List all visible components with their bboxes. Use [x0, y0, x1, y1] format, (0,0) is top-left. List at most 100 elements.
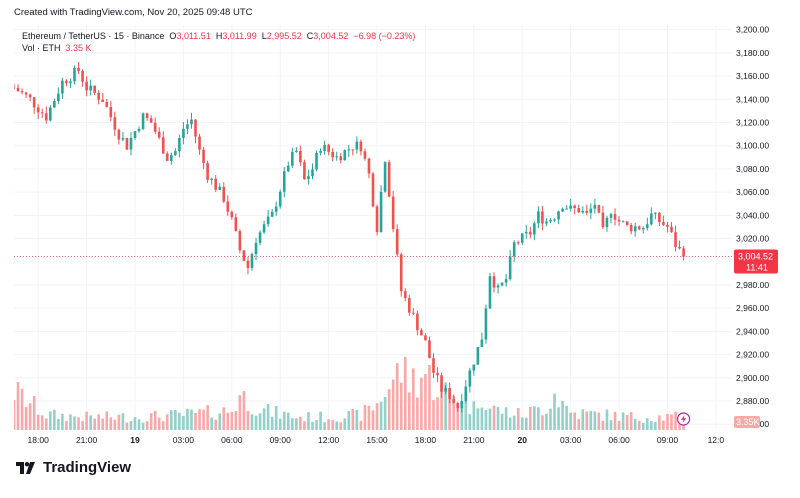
candle-body	[456, 402, 460, 409]
candle-body	[654, 212, 657, 214]
volume-bar	[57, 418, 60, 430]
volume-bar	[85, 411, 88, 430]
candle-body	[258, 232, 262, 243]
x-tick-label: 09:00	[270, 435, 292, 445]
volume-bar	[375, 403, 379, 430]
volume-bar	[44, 418, 48, 430]
volume-bar	[303, 421, 306, 430]
volume-bar	[496, 407, 500, 430]
volume-bar	[432, 400, 435, 430]
lightning-button[interactable]	[676, 412, 691, 426]
candle-body	[468, 370, 472, 387]
candle-body	[117, 129, 121, 140]
candle-body	[496, 285, 500, 288]
volume-bar	[222, 407, 226, 430]
candle-body	[85, 81, 88, 91]
candle-body	[440, 375, 443, 392]
candle-body	[460, 400, 464, 409]
symbol-name: Ethereum / TetherUS · 15 · Binance	[22, 31, 165, 41]
volume-bar	[97, 414, 101, 430]
volume-bar	[464, 396, 468, 430]
candle-body	[299, 150, 302, 163]
candle-body	[16, 87, 20, 92]
candle-body	[541, 211, 544, 224]
x-tick-label: 12:0	[708, 435, 725, 445]
volume-bar	[270, 416, 274, 430]
volume-bar	[395, 363, 399, 430]
candlestick-chart[interactable]: 3,200.00 3,180.00 3,160.00 3,140.00 3,120.00…	[14, 25, 784, 445]
candle-body	[339, 156, 343, 161]
volume-bar	[456, 403, 460, 430]
candle-body	[524, 231, 528, 234]
volume-bar	[291, 418, 294, 430]
candle-body	[452, 399, 455, 403]
candle-body	[89, 85, 92, 91]
candle-body	[637, 226, 641, 230]
candle-body	[424, 335, 427, 341]
y-tick-label: 2,920.00	[736, 350, 769, 360]
candle-body	[416, 313, 419, 331]
candle-body	[186, 124, 189, 129]
candle-body	[53, 100, 56, 108]
volume-bar	[315, 419, 318, 430]
candle-body	[508, 256, 512, 280]
volume-bar	[541, 415, 544, 430]
volume-tag-value: 3.35K	[736, 417, 760, 427]
candle-body	[109, 106, 113, 118]
volume-bar	[662, 420, 665, 430]
candle-body	[182, 128, 185, 139]
candle-body	[133, 131, 137, 139]
candle-body	[553, 219, 556, 221]
volume-bar	[137, 419, 141, 430]
volume-bar	[621, 412, 625, 430]
candle-body	[395, 229, 399, 255]
candle-body	[278, 191, 282, 207]
volume-bar	[170, 410, 173, 430]
candle-body	[14, 87, 16, 89]
candle-body	[645, 224, 649, 229]
candle-body	[573, 205, 576, 208]
volume-bar	[48, 411, 52, 430]
volume-bar	[407, 392, 411, 430]
volume-bar	[537, 407, 540, 430]
candle-body	[379, 191, 383, 233]
volume-bar	[266, 403, 270, 430]
volume-bar	[577, 418, 581, 430]
volume-bar	[670, 414, 673, 430]
volume-bar	[666, 414, 669, 430]
volume-bar	[444, 382, 447, 430]
x-tick-label: 15:00	[366, 435, 388, 445]
volume-bar	[295, 418, 298, 430]
volume-bar	[125, 422, 129, 430]
candle-body	[444, 388, 447, 392]
candle-body	[420, 330, 423, 336]
y-tick-label: 3,180.00	[736, 48, 769, 58]
candle-body	[311, 169, 314, 177]
volume-bar	[331, 420, 334, 430]
candle-body	[601, 212, 605, 228]
x-tick-label: 20	[518, 435, 528, 445]
candle-body	[678, 246, 681, 249]
volume-bar	[319, 411, 322, 430]
candle-body	[291, 151, 294, 166]
candle-body	[174, 151, 177, 156]
candle-body	[375, 206, 379, 233]
candle-body	[165, 153, 169, 161]
volume-bar	[529, 406, 532, 430]
volume-bar	[36, 414, 40, 430]
candle-body	[343, 150, 347, 161]
volume-bar	[286, 412, 290, 430]
candle-body	[504, 279, 508, 283]
tradingview-logo[interactable]: TradingView	[16, 459, 131, 476]
candle-body	[307, 176, 310, 180]
volume-bar	[238, 395, 242, 430]
volume-bar	[637, 420, 641, 430]
x-tick-label: 06:00	[221, 435, 243, 445]
volume-bar	[323, 422, 326, 430]
candle-body	[472, 364, 476, 371]
volume-bar	[145, 421, 149, 430]
volume-bar	[569, 412, 572, 430]
volume-bar	[214, 419, 217, 430]
candle-body	[65, 80, 68, 84]
candle-body	[682, 248, 685, 257]
